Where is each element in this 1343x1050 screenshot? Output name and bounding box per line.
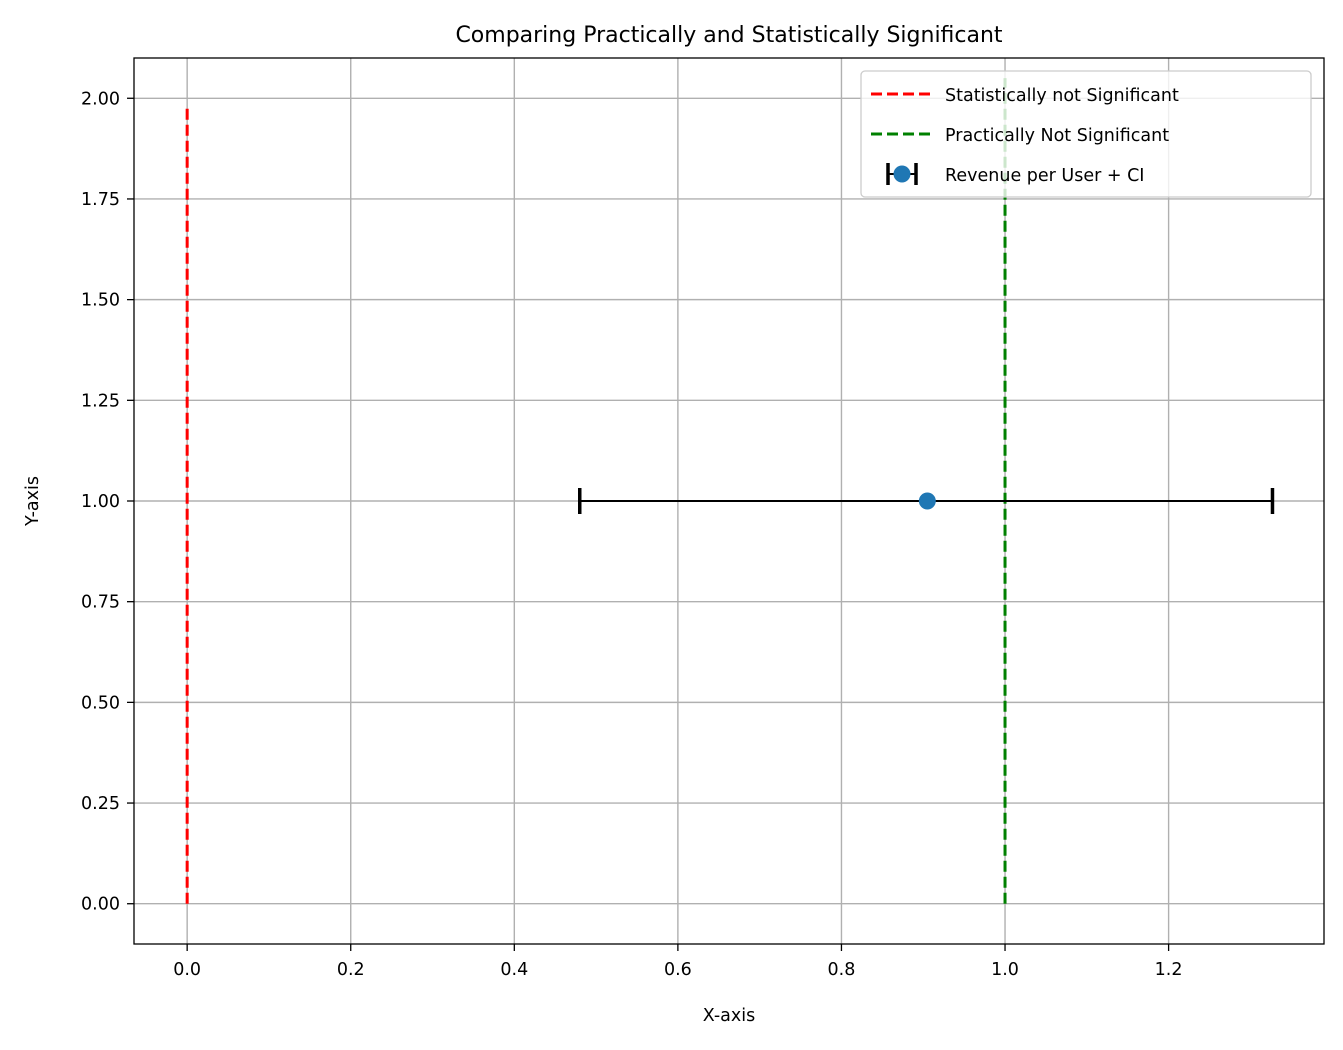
chart-title: Comparing Practically and Statistically …	[455, 23, 1002, 48]
y-tick-label: 1.00	[81, 492, 120, 512]
legend-handle-marker	[893, 165, 911, 183]
y-tick-label: 0.25	[81, 794, 120, 814]
y-tick-label: 2.00	[81, 89, 120, 109]
x-tick-label: 0.4	[500, 960, 528, 980]
y-tick-label: 0.00	[81, 895, 120, 915]
data-point	[918, 492, 936, 510]
y-axis-label: Y-axis	[23, 476, 43, 527]
x-tick-label: 0.0	[173, 960, 201, 980]
x-tick-label: 0.8	[828, 960, 856, 980]
x-axis-label: X-axis	[703, 1006, 756, 1026]
y-tick-label: 0.75	[81, 593, 120, 613]
grid	[134, 58, 1324, 944]
x-tick-label: 0.2	[337, 960, 365, 980]
x-tick-label: 1.2	[1155, 960, 1183, 980]
axis-ticks: 0.0 0.2 0.4 0.6 0.8 1.0 1.2 0.00 0.25 0.50 0.75 1.0…	[81, 89, 1182, 980]
x-tick-label: 1.0	[991, 960, 1019, 980]
y-tick-label: 1.75	[81, 190, 120, 210]
legend-label: Statistically not Significant	[945, 86, 1179, 106]
legend-label: Revenue per User + CI	[945, 166, 1144, 186]
legend-box	[860, 70, 1312, 198]
y-tick-label: 1.50	[81, 291, 120, 311]
x-tick-label: 0.6	[664, 960, 692, 980]
y-tick-label: 1.25	[81, 391, 120, 411]
legend-label: Practically Not Significant	[945, 126, 1169, 146]
legend: Statistically not Significant Practically…	[860, 70, 1312, 198]
plot-series	[185, 78, 1275, 904]
y-tick-label: 0.50	[81, 693, 120, 713]
